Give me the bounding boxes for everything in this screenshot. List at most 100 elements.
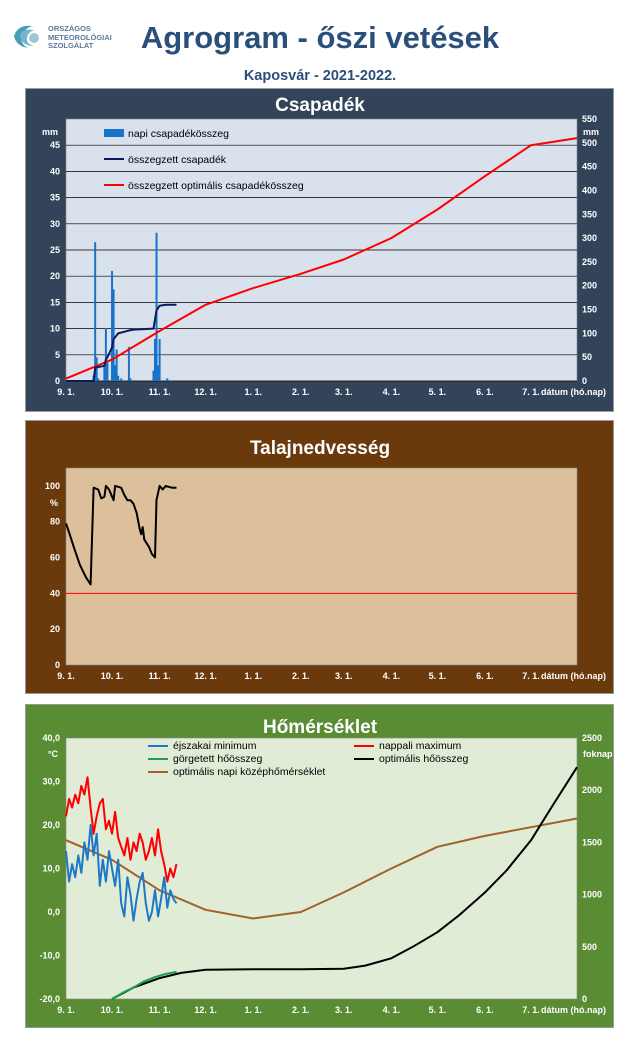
y-tick-label: 10,0 <box>42 864 60 874</box>
x-tick-label: 6. 1. <box>476 671 494 681</box>
y2-tick-label: 100 <box>582 328 597 338</box>
x-tick-label: 7. 1. <box>522 1005 540 1015</box>
legend-label: összegzett csapadék <box>128 154 227 166</box>
y2-tick-label: 2500 <box>582 733 602 743</box>
precip-bar <box>104 328 107 381</box>
x-tick-label: 2. 1. <box>292 671 310 681</box>
temperature-chart: Hőmérséklet -20,0 -10,0 0,0 10,0 20,0 30,0 40,0… <box>39 717 613 1015</box>
precip-bar <box>95 357 98 381</box>
optimal-heat-sum-line <box>111 766 578 1000</box>
page-subtitle: Kaposvár - 2021-2022. <box>243 68 397 84</box>
x-tick-label: 11. 1. <box>149 1005 171 1015</box>
y-tick-label: 45 <box>50 140 60 150</box>
optimal-cumulative-line <box>65 137 578 380</box>
precip-bar <box>152 370 155 381</box>
x-tick-label: 10. 1. <box>101 1005 124 1015</box>
y2-tick-label: 200 <box>582 281 597 291</box>
soil-moisture-chart: Talajnedvesség 0 20 40 60 80 100% 9. 1. 10. 1. 11… <box>45 438 606 681</box>
precipitation-panel: Csapadék 0 5 10 15 20 25 30 35 40 45 mm 0 50 100 150 200… <box>25 88 614 412</box>
precipitation-chart: Csapadék 0 5 10 15 20 25 30 35 40 45 mm 0 50 100 150 200… <box>42 95 606 397</box>
omsz-logo: ORSZÁGOS METEOROLÓGIAI SZOLGÁLAT <box>10 18 120 58</box>
tmax-line <box>65 776 178 883</box>
omsz-logo-icon <box>14 25 39 48</box>
precip-bar <box>157 365 160 381</box>
rolling-heat-sum-line <box>111 970 177 1000</box>
y-tick-label: 20,0 <box>42 820 60 830</box>
x-tick-label: 5. 1. <box>429 387 447 397</box>
x-tick-label: 2. 1. <box>292 1005 310 1015</box>
y-tick-label: 80 <box>50 517 60 527</box>
precip-bar <box>155 232 158 381</box>
logo-text: ORSZÁGOS METEOROLÓGIAI SZOLGÁLAT <box>48 24 112 51</box>
logo-line-3: SZOLGÁLAT <box>48 41 94 50</box>
y-tick-label: 15 <box>50 297 60 307</box>
y-tick-label: 30 <box>50 219 60 229</box>
y2-tick-label: 1500 <box>582 837 602 847</box>
y2-tick-label: 450 <box>582 162 597 172</box>
y2-tick-label: 550 <box>582 114 597 124</box>
x-tick-label: 4. 1. <box>383 671 401 681</box>
optimal-daily-mean-line <box>65 817 578 920</box>
precip-bar <box>97 378 100 381</box>
y2-tick-label: 250 <box>582 257 597 267</box>
x-tick-label: 3. 1. <box>335 1005 353 1015</box>
x-tick-label: 9. 1. <box>57 1005 75 1015</box>
legend-swatch-daily <box>104 129 124 137</box>
y2-tick-label: 150 <box>582 305 597 315</box>
y-tick-label: 35 <box>50 193 60 203</box>
precip-bar <box>112 289 115 381</box>
x-tick-label: 7. 1. <box>522 671 540 681</box>
legend-label: napi csapadékösszeg <box>128 128 229 140</box>
plot-area <box>65 467 578 666</box>
y2-tick-label: 500 <box>582 942 597 952</box>
soil-moisture-line <box>65 484 177 586</box>
precip-bar <box>117 375 120 381</box>
precip-bar <box>127 346 130 381</box>
y-tick-label: 40 <box>50 166 60 176</box>
x-axis-label: dátum (hó.nap) <box>541 671 606 681</box>
x-tick-label: 10. 1. <box>101 671 124 681</box>
x-axis-label: dátum (hó.nap) <box>541 387 606 397</box>
page-title: Agrogram - őszi vetések <box>140 20 500 55</box>
y-tick-label: 30,0 <box>42 777 60 787</box>
x-tick-label: 9. 1. <box>57 387 75 397</box>
legend-label: görgetett hőösszeg <box>173 753 262 765</box>
precip-bar <box>120 378 123 381</box>
x-tick-label: 12. 1. <box>194 387 217 397</box>
tmin-line <box>65 824 178 922</box>
y-tick-label: 0 <box>55 376 60 386</box>
precip-bar <box>114 365 117 381</box>
y2-tick-label: 300 <box>582 233 597 243</box>
chart-title: Talajnedvesség <box>250 438 390 459</box>
y-tick-label: 25 <box>50 245 60 255</box>
x-tick-label: 4. 1. <box>383 1005 401 1015</box>
legend-label: optimális napi középhőmérséklet <box>173 766 325 778</box>
chart-title: Hőmérséklet <box>263 717 378 738</box>
y-tick-label: -20,0 <box>39 994 60 1004</box>
precip-bar <box>115 349 118 381</box>
plot-area <box>65 737 578 1000</box>
x-tick-label: 3. 1. <box>335 671 353 681</box>
chart-title: Csapadék <box>275 95 365 116</box>
precip-bar <box>154 339 157 381</box>
precip-bar <box>166 378 169 381</box>
legend-label: összegzett optimális csapadékösszeg <box>128 180 304 192</box>
x-tick-label: 12. 1. <box>194 671 217 681</box>
y2-tick-label: 0 <box>582 376 587 386</box>
y2-tick-label: 2000 <box>582 785 602 795</box>
x-tick-label: 1. 1. <box>244 1005 262 1015</box>
y2-tick-label: 0 <box>582 994 587 1004</box>
y-tick-label: 10 <box>50 324 60 334</box>
y2-tick-label: 350 <box>582 209 597 219</box>
x-axis-label: dátum (hó.nap) <box>541 1005 606 1015</box>
logo-line-2: METEOROLÓGIAI <box>48 32 112 42</box>
x-tick-label: 6. 1. <box>476 387 494 397</box>
legend-label: éjszakai minimum <box>173 740 257 752</box>
y2-tick-label: 1000 <box>582 890 602 900</box>
x-tick-label: 6. 1. <box>476 1005 494 1015</box>
y-unit-label: mm <box>42 127 58 137</box>
y-tick-label: 40,0 <box>42 733 60 743</box>
x-tick-label: 1. 1. <box>244 387 262 397</box>
x-tick-label: 2. 1. <box>292 387 310 397</box>
precip-bar <box>129 378 132 381</box>
